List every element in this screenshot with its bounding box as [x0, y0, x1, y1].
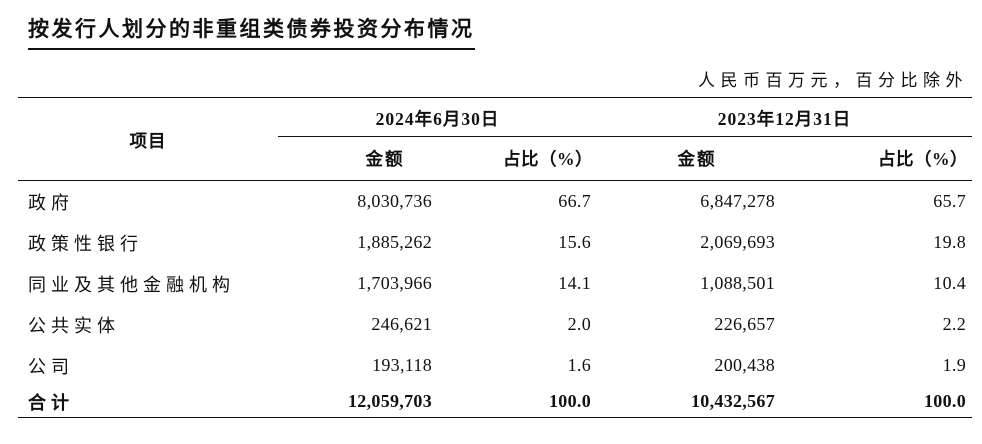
col-header-ratio-2024: 占比（%） [438, 136, 597, 181]
amount-2023: 1,088,501 [700, 273, 775, 293]
ratio-2024: 2.0 [567, 314, 591, 334]
col-header-period-2024: 2024年6月30日 [278, 97, 597, 137]
total-ratio-2024: 100.0 [549, 391, 591, 411]
row-item-label: 同业及其他金融机构 [28, 274, 235, 295]
bond-investment-table: 项目 2024年6月30日 2023年12月31日 金额 占比（%） 金额 占比… [18, 97, 972, 418]
amount-2023: 226,657 [714, 314, 775, 334]
row-item-label: 公共实体 [28, 315, 120, 336]
ratio-2024: 1.6 [567, 355, 591, 375]
col-header-item: 项目 [18, 97, 278, 181]
unit-note: 人民币百万元，百分比除外 [698, 71, 968, 90]
amount-2024: 246,621 [371, 314, 432, 334]
total-ratio-2023: 100.0 [924, 391, 966, 411]
section-title: 按发行人划分的非重组类债券投资分布情况 [28, 13, 475, 50]
bond-investment-table-wrap: 项目 2024年6月30日 2023年12月31日 金额 占比（%） 金额 占比… [18, 97, 972, 418]
total-amount-2023: 10,432,567 [691, 391, 775, 411]
row-item-label: 公司 [28, 356, 74, 377]
table-row-interbank-financial-institutions: 同业及其他金融机构 1,703,966 14.1 1,088,501 10.4 [18, 263, 972, 304]
col-header-amount-2024: 金额 [278, 136, 438, 181]
amount-2023: 2,069,693 [700, 232, 775, 252]
table-row-total: 合计 12,059,703 100.0 10,432,567 100.0 [18, 386, 972, 418]
header-row-subcolumns: 金额 占比（%） 金额 占比（%） [18, 136, 972, 181]
header-row-periods: 项目 2024年6月30日 2023年12月31日 [18, 97, 972, 181]
col-header-period-2023: 2023年12月31日 [597, 97, 972, 137]
ratio-2023: 19.8 [933, 232, 966, 252]
table-row-corporations: 公司 193,118 1.6 200,438 1.9 [18, 345, 972, 386]
amount-2023: 200,438 [714, 355, 775, 375]
table-row-government: 政府 8,030,736 66.7 6,847,278 65.7 [18, 181, 972, 223]
col-header-ratio-2023: 占比（%） [781, 136, 972, 181]
ratio-2023: 2.2 [942, 314, 966, 334]
ratio-2024: 66.7 [558, 191, 591, 211]
ratio-2023: 1.9 [942, 355, 966, 375]
row-item-label: 政府 [28, 192, 74, 213]
ratio-2023: 65.7 [933, 191, 966, 211]
amount-2023: 6,847,278 [700, 191, 775, 211]
row-item-label: 政策性银行 [28, 233, 143, 254]
ratio-2023: 10.4 [933, 273, 966, 293]
col-header-amount-2023: 金额 [597, 136, 781, 181]
table-row-policy-banks: 政策性银行 1,885,262 15.6 2,069,693 19.8 [18, 222, 972, 263]
amount-2024: 193,118 [372, 355, 432, 375]
table-row-public-entities: 公共实体 246,621 2.0 226,657 2.2 [18, 304, 972, 345]
amount-2024: 1,703,966 [357, 273, 432, 293]
ratio-2024: 15.6 [558, 232, 591, 252]
amount-2024: 8,030,736 [357, 191, 432, 211]
ratio-2024: 14.1 [558, 273, 591, 293]
total-label: 合计 [28, 392, 74, 413]
total-amount-2024: 12,059,703 [348, 391, 432, 411]
amount-2024: 1,885,262 [357, 232, 432, 252]
